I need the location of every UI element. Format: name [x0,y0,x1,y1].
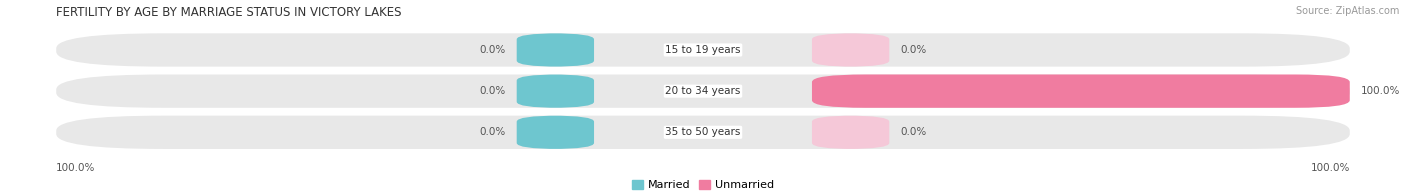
FancyBboxPatch shape [813,33,890,67]
FancyBboxPatch shape [56,116,1350,149]
Text: 15 to 19 years: 15 to 19 years [665,45,741,55]
Text: 100.0%: 100.0% [1361,86,1400,96]
FancyBboxPatch shape [517,33,593,67]
Text: 0.0%: 0.0% [901,45,927,55]
Text: FERTILITY BY AGE BY MARRIAGE STATUS IN VICTORY LAKES: FERTILITY BY AGE BY MARRIAGE STATUS IN V… [56,6,402,19]
FancyBboxPatch shape [56,33,1350,67]
Text: 100.0%: 100.0% [1310,163,1350,173]
FancyBboxPatch shape [813,74,1350,108]
Text: 0.0%: 0.0% [479,45,506,55]
Text: Source: ZipAtlas.com: Source: ZipAtlas.com [1295,6,1399,16]
FancyBboxPatch shape [56,74,1350,108]
Text: 20 to 34 years: 20 to 34 years [665,86,741,96]
FancyBboxPatch shape [813,116,890,149]
Text: 0.0%: 0.0% [479,127,506,137]
Text: 0.0%: 0.0% [479,86,506,96]
FancyBboxPatch shape [517,74,593,108]
Legend: Married, Unmarried: Married, Unmarried [633,180,773,191]
FancyBboxPatch shape [517,116,593,149]
Text: 35 to 50 years: 35 to 50 years [665,127,741,137]
Text: 100.0%: 100.0% [56,163,96,173]
Text: 0.0%: 0.0% [901,127,927,137]
